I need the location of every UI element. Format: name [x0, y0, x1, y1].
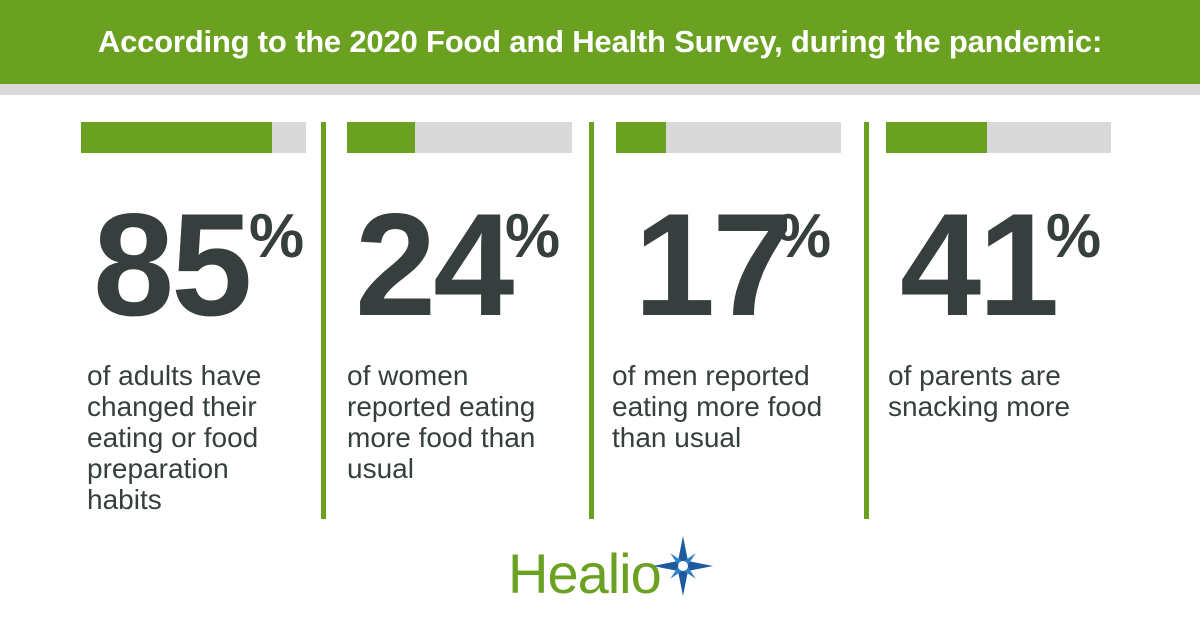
stat-value-men: 17	[634, 183, 793, 346]
stat-unit-parents: %	[1046, 202, 1102, 271]
progress-bar-adults	[81, 122, 306, 153]
stat-value-women: 24	[355, 183, 514, 346]
stat-value-adults: 85	[93, 183, 252, 346]
column-divider	[321, 122, 326, 519]
progress-fill-adults	[81, 122, 273, 153]
progress-fill-parents	[886, 122, 988, 153]
stat-description-parents: of parents are snacking more	[888, 360, 1071, 422]
stat-women: 24 % of women reported eating more food …	[347, 122, 587, 522]
stat-unit-men: %	[776, 202, 832, 271]
stat-description-adults: of adults have changed their eating or f…	[87, 360, 262, 515]
progress-fill-men	[616, 122, 666, 153]
progress-bar-parents	[886, 122, 1111, 153]
star-icon	[653, 536, 713, 596]
header-banner: According to the 2020 Food and Health Su…	[0, 0, 1200, 84]
logo-text: Healio	[508, 542, 662, 605]
page-title: According to the 2020 Food and Health Su…	[97, 24, 1103, 59]
stat-adults: 85 % of adults have changed their eating…	[81, 122, 321, 522]
stat-description-women: of women reported eating more food than …	[347, 360, 536, 484]
stat-description-men: of men reported eating more food than us…	[612, 360, 823, 453]
stat-unit-women: %	[505, 202, 561, 271]
progress-bar-men	[616, 122, 841, 153]
progress-fill-women	[347, 122, 415, 153]
stat-men: 17 % of men reported eating more food th…	[612, 122, 856, 522]
stat-parents: 41 % of parents are snacking more	[886, 122, 1126, 522]
stat-value-parents: 41	[900, 183, 1059, 346]
stat-unit-adults: %	[249, 202, 305, 271]
healio-logo: Healio	[508, 536, 728, 610]
progress-bar-women	[347, 122, 572, 153]
header-divider	[0, 84, 1200, 95]
column-divider	[864, 122, 869, 519]
column-divider	[589, 122, 594, 519]
